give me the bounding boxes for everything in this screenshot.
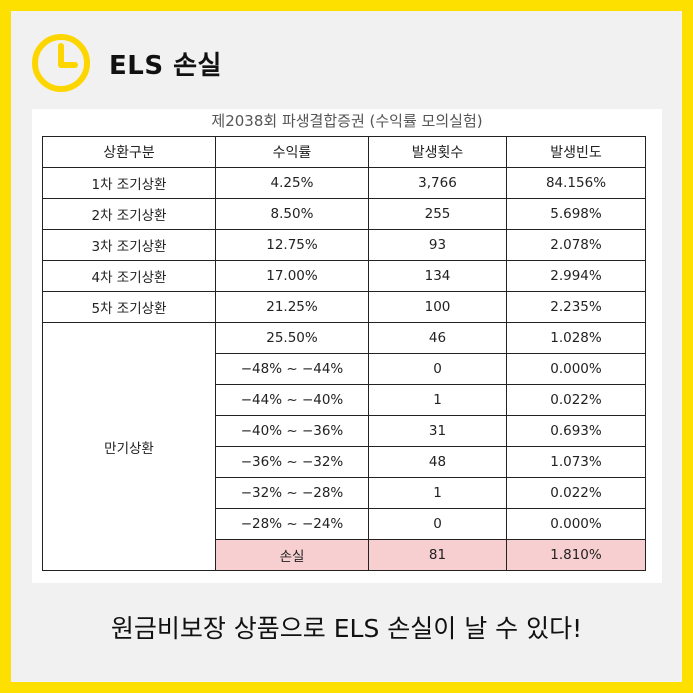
cell-rate: −48% ~ −44% [215,353,369,385]
cell-count: 1 [368,477,507,509]
cell-freq: 0.022% [506,477,646,509]
cell-count: 46 [368,322,507,354]
cell-rate: 8.50% [215,198,369,230]
cell-freq: 1.028% [506,322,646,354]
cell-rate: 4.25% [215,167,369,199]
cell-count: 93 [368,229,507,261]
table-row: −28% ~ −24% 0 0.000% [43,508,646,540]
table-row: 5차 조기상환 21.25% 100 2.235% [42,291,646,323]
document-image: 제2038회 파생결합증권 (수익률 모의실험) 상환구분 수익률 발생횟수 발… [32,109,662,583]
cell-freq: 0.000% [506,353,646,385]
cell-count: 1 [368,384,507,416]
table-row: 3차 조기상환 12.75% 93 2.078% [42,229,646,261]
cell-freq: 0.693% [506,415,646,447]
cell-type: 2차 조기상환 [42,198,216,230]
table-header-row: 상환구분 수익률 발생횟수 발생빈도 [42,136,646,168]
table-row: −32% ~ −28% 1 0.022% [43,477,646,509]
cell-count: 0 [368,508,507,540]
column-header: 상환구분 [42,136,216,168]
cell-rate: 12.75% [215,229,369,261]
page-title: ELS 손실 [109,50,222,81]
cell-freq: 2.994% [506,260,646,292]
cell-freq: 0.000% [506,508,646,540]
cell-type: 3차 조기상환 [42,229,216,261]
column-header: 발생빈도 [506,136,646,168]
cell-freq: 5.698% [506,198,646,230]
document-title: 제2038회 파생결합증권 (수익률 모의실험) [211,112,483,130]
cell-count: 31 [368,415,507,447]
cell-count: 3,766 [368,167,507,199]
table-row: 4차 조기상환 17.00% 134 2.994% [42,260,646,292]
cell-freq: 1.073% [506,446,646,478]
cell-rate: 21.25% [215,291,369,323]
clock-icon [32,34,90,92]
card: ELS 손실 제2038회 파생결합증권 (수익률 모의실험) 상환구분 수익률… [11,11,682,682]
table-row: −44% ~ −40% 1 0.022% [43,384,646,416]
cell-count: 0 [368,353,507,385]
cell-rate: 25.50% [215,322,369,354]
cell-type: 5차 조기상환 [42,291,216,323]
table-row: −48% ~ −44% 0 0.000% [43,353,646,385]
cell-freq: 1.810% [506,539,646,571]
table-row: −36% ~ −32% 48 1.073% [43,446,646,478]
cell-count: 100 [368,291,507,323]
table-row: 만기상환 25.50% 46 1.028% [42,322,646,571]
table-row: 1차 조기상환 4.25% 3,766 84.156% [42,167,646,199]
cell-rate: −36% ~ −32% [215,446,369,478]
cell-count: 81 [368,539,507,571]
cell-type: 4차 조기상환 [42,260,216,292]
column-header: 수익률 [215,136,369,168]
cell-rate: −44% ~ −40% [215,384,369,416]
cell-freq: 84.156% [506,167,646,199]
cell-type: 1차 조기상환 [42,167,216,199]
table-row: 2차 조기상환 8.50% 255 5.698% [42,198,646,230]
column-header: 발생횟수 [368,136,507,168]
simulation-table: 상환구분 수익률 발생횟수 발생빈도 1차 조기상환 4.25% 3,766 8… [42,136,646,571]
cell-rate: −32% ~ −28% [215,477,369,509]
header: ELS 손실 [29,31,222,95]
loss-row: 손실 81 1.810% [43,539,646,571]
table-row: −40% ~ −36% 31 0.693% [43,415,646,447]
caption: 원금비보장 상품으로 ELS 손실이 날 수 있다! [110,614,583,643]
cell-count: 255 [368,198,507,230]
cell-freq: 0.022% [506,384,646,416]
cell-rate: 17.00% [215,260,369,292]
cell-freq: 2.235% [506,291,646,323]
cell-count: 48 [368,446,507,478]
cell-count: 134 [368,260,507,292]
cell-rate: 손실 [215,539,369,571]
cell-rate: −40% ~ −36% [215,415,369,447]
maturity-label-cell: 만기상환 [42,322,216,571]
cell-rate: −28% ~ −24% [215,508,369,540]
cell-freq: 2.078% [506,229,646,261]
